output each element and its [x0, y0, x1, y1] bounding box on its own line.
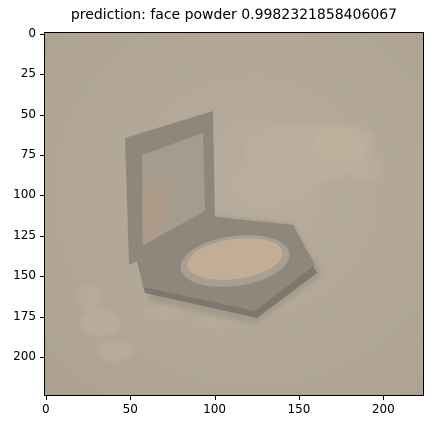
y-tick-mark [40, 357, 44, 359]
compact-base [137, 217, 317, 318]
y-tick-mark [40, 316, 44, 318]
y-tick-mark [40, 155, 44, 156]
y-tick-label: 75 [20, 147, 36, 161]
figure-title: prediction: face powder 0.99823218584060… [70, 7, 398, 23]
y-tick-label: 150 [13, 268, 36, 283]
x-tick-mark [214, 396, 216, 400]
x-tick-label: 100 [203, 402, 227, 416]
powder-pan [187, 238, 283, 280]
y-tick-label: 200 [13, 349, 36, 364]
y-tick-mark [40, 276, 44, 278]
background [45, 33, 423, 395]
y-tick-label: 175 [13, 308, 36, 323]
x-tick-mark [383, 396, 385, 400]
y-tick-mark [40, 114, 44, 116]
y-tick-mark [40, 195, 44, 197]
y-tick-label: 0 [28, 25, 36, 40]
x-tick-label: 50 [122, 402, 138, 416]
y-tick-label: 25 [20, 66, 36, 81]
product-photo [45, 33, 423, 395]
powder-spill-right [230, 121, 383, 205]
y-tick-mark [40, 74, 44, 76]
x-tick-mark [298, 396, 300, 400]
y-tick-label: 50 [20, 106, 36, 121]
y-tick-mark [40, 33, 44, 35]
x-tick-label: 200 [371, 402, 395, 416]
compact-mirror [125, 111, 215, 265]
image-plot-area [44, 32, 424, 396]
y-tick-mark [40, 235, 44, 237]
x-tick-label: 0 [42, 402, 50, 416]
x-tick-label: 150 [287, 402, 311, 416]
y-tick-label: 125 [13, 227, 36, 242]
y-tick-label: 100 [13, 187, 36, 202]
powder-spill-left [78, 284, 233, 361]
x-tick-mark [130, 396, 132, 400]
x-tick-mark [45, 396, 47, 400]
